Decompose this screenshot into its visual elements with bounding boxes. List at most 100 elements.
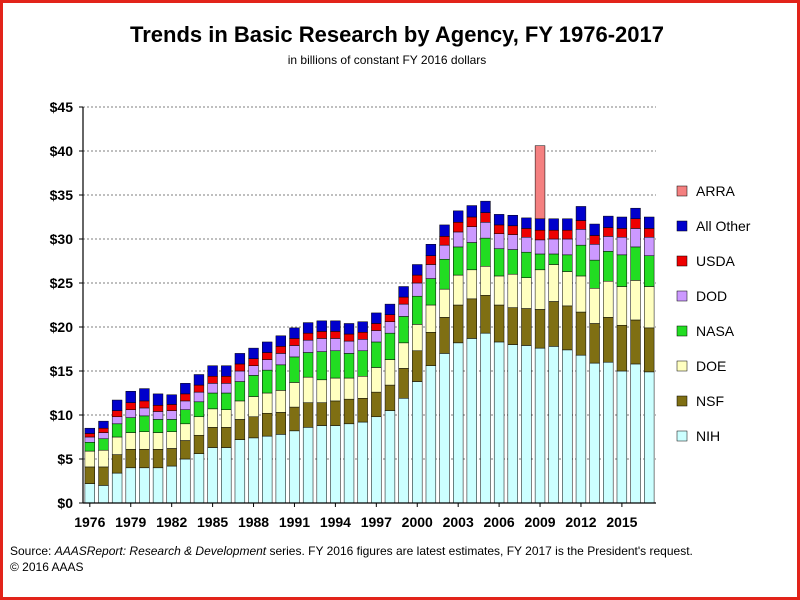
bar-segment <box>521 251 532 278</box>
bar-segment <box>316 425 327 504</box>
bar-segment <box>439 353 450 504</box>
bar-segment <box>398 286 409 298</box>
bar-segment <box>371 330 382 343</box>
bar-segment <box>84 450 95 468</box>
bar-segment <box>453 222 464 233</box>
bar-segment <box>644 286 655 329</box>
bar-segment <box>207 383 218 394</box>
bar-segment <box>534 239 546 255</box>
bar-segment <box>248 437 259 504</box>
bar-segment <box>234 363 246 372</box>
bar-segment <box>289 345 300 358</box>
bar-segment <box>343 333 355 342</box>
bar-segment <box>289 430 300 504</box>
bar-segment <box>125 432 136 450</box>
bar-segment <box>507 214 518 227</box>
bar-segment <box>302 376 314 403</box>
bar-segment <box>575 206 587 221</box>
bar-segment <box>302 427 314 504</box>
bar-segment <box>111 436 123 455</box>
bar-segment <box>193 401 205 418</box>
bar-segment <box>616 370 628 504</box>
bar-segment <box>398 316 409 344</box>
bar-segment <box>98 432 109 440</box>
bar-segment <box>152 449 164 469</box>
bar-segment <box>221 447 232 504</box>
x-tick-label: 1991 <box>279 514 310 530</box>
y-tick-label: $45 <box>50 99 74 115</box>
bar-segment <box>139 407 150 417</box>
bar-segment <box>330 331 341 339</box>
bar-segment <box>521 308 532 346</box>
bar-segment <box>248 396 259 418</box>
x-tick-label: 2009 <box>524 514 555 530</box>
bar-segment <box>453 231 464 248</box>
bar-segment <box>603 227 614 237</box>
bar-segment <box>139 431 150 450</box>
bar-segment <box>330 350 341 379</box>
bar-segment <box>139 449 150 469</box>
x-tick-label: 1994 <box>320 514 351 530</box>
y-tick-label: $20 <box>50 319 74 335</box>
bar-segment <box>439 258 450 290</box>
bar-segment <box>262 369 273 394</box>
bar-segment <box>534 347 546 504</box>
y-tick-label: $25 <box>50 275 74 291</box>
bar-segment <box>98 466 109 486</box>
bar-segment <box>289 327 300 339</box>
bar-segment <box>234 381 246 402</box>
legend-swatch <box>676 395 688 407</box>
bar-segment <box>534 309 546 349</box>
bar-segment <box>248 375 259 397</box>
bar-segment <box>248 347 259 359</box>
bar-segment <box>152 432 164 450</box>
bar-segment <box>644 216 655 229</box>
bar-segment <box>507 307 518 345</box>
bar-segment <box>439 288 450 318</box>
bar-segment <box>371 367 382 393</box>
bar-segment <box>262 392 273 414</box>
bar-segment <box>562 349 573 504</box>
bar-segment <box>357 376 368 399</box>
bar-segment <box>316 379 327 403</box>
bar-segment <box>616 254 628 287</box>
bar-segment <box>534 253 546 271</box>
bar-segment <box>125 390 136 403</box>
bar-segment <box>330 400 341 426</box>
bar-segment <box>548 253 559 265</box>
bar-segment <box>343 323 355 335</box>
bar-segment <box>316 351 327 381</box>
bar-segment <box>466 338 477 504</box>
bar-segment <box>166 431 177 449</box>
bar-segment <box>616 236 628 256</box>
bar-segment <box>330 377 341 402</box>
bar-segment <box>180 409 191 425</box>
bar-segment <box>275 390 286 413</box>
copyright-note: © 2016 AAAS <box>10 560 84 574</box>
bar-segment <box>630 319 641 365</box>
bar-segment <box>425 244 437 256</box>
source-rest: series. FY 2016 figures are latest estim… <box>266 544 693 558</box>
bar-segment <box>616 228 628 238</box>
bar-segment <box>262 435 273 504</box>
bar-segment <box>193 453 205 504</box>
bar-segment <box>152 467 164 504</box>
y-tick-label: $30 <box>50 231 74 247</box>
bar-segment <box>248 365 259 376</box>
bar-segment <box>562 271 573 307</box>
bar-segment <box>98 438 109 451</box>
legend-label: DOE <box>696 358 726 374</box>
bar-segment <box>534 229 546 241</box>
bar-segment <box>630 246 641 281</box>
bar-segment <box>603 215 614 228</box>
bar-segment <box>248 358 259 366</box>
bar-segment <box>548 229 559 240</box>
bar-segment <box>412 295 423 325</box>
bar-segment <box>343 340 355 354</box>
bar-segment <box>166 404 177 411</box>
bar-segment <box>493 248 505 277</box>
bar-segment <box>493 224 505 234</box>
bar-segment <box>234 370 246 382</box>
x-tick-label: 2012 <box>565 514 596 530</box>
bar-segment <box>412 282 423 297</box>
